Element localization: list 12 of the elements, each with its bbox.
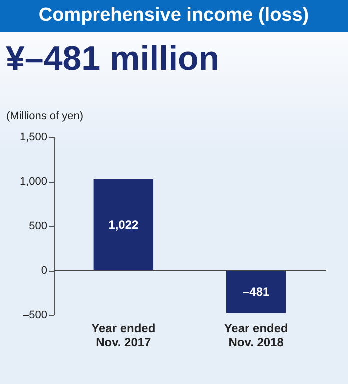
y-tick-label: –500 bbox=[23, 310, 48, 322]
y-tick-label: 1,000 bbox=[20, 176, 48, 188]
x-tick-label: Year ended Nov. 2018 bbox=[224, 322, 288, 350]
y-tick-label: 1,500 bbox=[20, 132, 48, 144]
x-tick-label: Year ended Nov. 2017 bbox=[92, 322, 156, 350]
y-tick-label: 500 bbox=[29, 220, 48, 232]
y-axis-title: (Millions of yen) bbox=[6, 110, 84, 122]
data-label: 1,022 bbox=[108, 218, 139, 232]
y-tick-label: 0 bbox=[41, 265, 48, 277]
chart-title: Comprehensive income (loss) bbox=[0, 0, 348, 32]
data-label: –481 bbox=[242, 284, 270, 299]
chart-subtitle: ¥–481 million bbox=[5, 39, 221, 80]
